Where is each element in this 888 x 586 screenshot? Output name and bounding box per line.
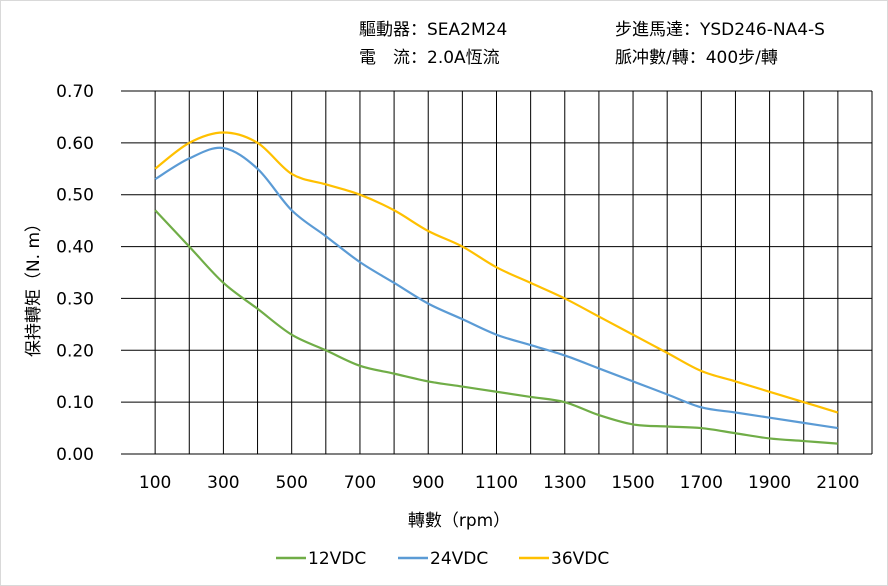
y-axis-title: 保持轉矩（N. m） xyxy=(24,215,44,357)
legend-label: 12VDC xyxy=(308,549,366,569)
y-tick-label: 0.40 xyxy=(56,238,94,258)
series-line-12VDC xyxy=(154,209,838,445)
y-tick-label: 0.60 xyxy=(56,134,94,154)
y-tick-label: 0.30 xyxy=(56,289,94,309)
x-tick-label: 1500 xyxy=(611,473,654,493)
pulses-label: 脈冲數/轉：400步/轉 xyxy=(615,48,778,68)
x-tick-label: 1300 xyxy=(543,473,586,493)
series-line-36VDC xyxy=(154,131,839,414)
legend-label: 24VDC xyxy=(430,549,488,569)
x-tick-label: 1900 xyxy=(748,473,791,493)
x-tick-label: 700 xyxy=(344,473,376,493)
y-tick-label: 0.70 xyxy=(56,82,94,102)
x-tick-label: 1700 xyxy=(680,473,723,493)
x-axis-title: 轉數（rpm） xyxy=(408,511,510,531)
x-tick-label: 300 xyxy=(207,473,239,493)
current-label: 電 流：2.0A恆流 xyxy=(359,48,500,68)
x-tick-label: 100 xyxy=(139,473,171,493)
y-tick-label: 0.00 xyxy=(56,445,94,465)
motor-label: 步進馬達：YSD246-NA4-S xyxy=(615,20,825,40)
x-tick-label: 1100 xyxy=(475,473,518,493)
y-tick-label: 0.20 xyxy=(56,341,94,361)
legend-label: 36VDC xyxy=(551,549,609,569)
x-tick-label: 900 xyxy=(412,473,444,493)
y-tick-label: 0.50 xyxy=(56,186,94,206)
driver-label: 驅動器：SEA2M24 xyxy=(359,20,508,40)
series-line-24VDC xyxy=(154,146,839,430)
y-tick-label: 0.10 xyxy=(56,393,94,413)
x-tick-label: 2100 xyxy=(816,473,859,493)
x-tick-label: 500 xyxy=(275,473,307,493)
